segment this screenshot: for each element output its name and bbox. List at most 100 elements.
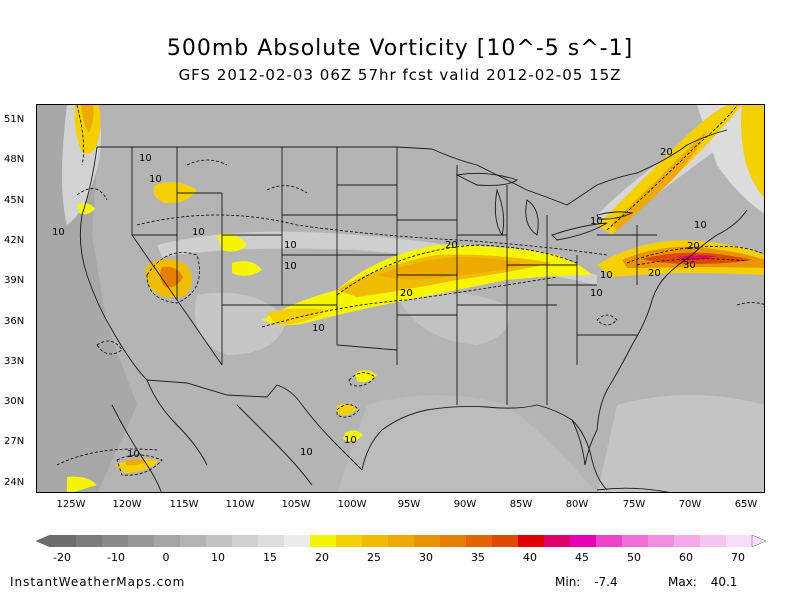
contour-label: 10 [344, 435, 357, 446]
lon-label-110w: 110W [225, 499, 255, 510]
contour-label: 10 [590, 216, 603, 227]
colorbar-label: 50 [627, 551, 641, 564]
vorticity-band-oklahoma [267, 308, 327, 325]
colorbar-cell [50, 535, 76, 547]
colorbar-label: 10 [211, 551, 225, 564]
contour-label: 10 [127, 449, 140, 460]
vorticity-max-baja-core [125, 459, 147, 466]
vorticity-max-colorado [232, 261, 262, 276]
max-readout: Max: 40.1 [668, 575, 737, 589]
lon-label-65w: 65W [734, 499, 758, 510]
contour-label: 10 [312, 323, 325, 334]
colorbar-cell [388, 535, 414, 547]
colorbar-cell [258, 535, 284, 547]
colorbar-cell [674, 535, 700, 547]
colorbar-left-arrow [32, 534, 38, 541]
colorbar-cell [726, 535, 752, 547]
vorticity-max-utah [217, 233, 247, 252]
lon-label-125w: 125W [56, 499, 86, 510]
colorbar-cell [180, 535, 206, 547]
vorticity-max-pacific-south [67, 476, 97, 492]
colorbar-cell [206, 535, 232, 547]
colorbar-cell [622, 535, 648, 547]
colorbar-right-arrow [751, 534, 767, 548]
colorbar-cell [492, 535, 518, 547]
contour-label: 10 [149, 174, 162, 185]
contour-label: 10 [694, 220, 707, 231]
contour-label: 10 [192, 227, 205, 238]
max-label: Max: [668, 575, 697, 589]
contour-lines [56, 105, 764, 476]
lat-label-48n: 48N [4, 154, 25, 165]
colorbar-cell [648, 535, 674, 547]
colorbar-left-arrow [35, 534, 51, 548]
vorticity-map-canvas: 10 10 10 10 10 10 10 10 10 10 10 10 10 1… [37, 105, 764, 492]
contour-label: 10 [284, 240, 297, 251]
shade-region-pacific [37, 105, 137, 492]
vorticity-band-central-plains-core [377, 257, 527, 280]
colorbar-cells [35, 534, 767, 548]
colorbar-label: 35 [471, 551, 485, 564]
lon-label-100w: 100W [337, 499, 367, 510]
lon-label-105w: 105W [281, 499, 311, 510]
vorticity-max-mexico [343, 430, 363, 442]
vorticity-max-pacific-northwest-core [81, 105, 94, 133]
vorticity-max-oregon [77, 203, 95, 215]
colorbar-cell [76, 535, 102, 547]
colorbar-label: -20 [53, 551, 71, 564]
lon-label-70w: 70W [678, 499, 702, 510]
min-readout: Min: -7.4 [555, 575, 618, 589]
colorbar-label: 0 [162, 551, 170, 564]
lon-label-120w: 120W [112, 499, 142, 510]
contour-label: 20 [648, 268, 661, 279]
contour-label: 10 [139, 153, 152, 164]
contour-label: 20 [687, 241, 700, 252]
lat-label-24n: 24N [4, 477, 25, 488]
colorbar-label: 20 [315, 551, 329, 564]
lon-label-90w: 90W [453, 499, 477, 510]
lat-label-33n: 33N [4, 356, 25, 367]
contour-label: 10 [300, 447, 313, 458]
colorbar-label: 15 [263, 551, 277, 564]
colorbar-cell [102, 535, 128, 547]
min-value: -7.4 [594, 575, 618, 589]
colorbar-cell [414, 535, 440, 547]
colorbar-label: 70 [731, 551, 745, 564]
lat-label-30n: 30N [4, 396, 25, 407]
light-band-plains [157, 231, 597, 285]
colorbar-label: 40 [523, 551, 537, 564]
colorbar-cell [596, 535, 622, 547]
lat-label-42n: 42N [4, 235, 25, 246]
lon-label-115w: 115W [169, 499, 199, 510]
colorbar-cell [154, 535, 180, 547]
colorbar-cell [310, 535, 336, 547]
map-subtitle: GFS 2012-02-03 06Z 57hr fcst valid 2012-… [178, 66, 622, 84]
colorbar-label: 25 [367, 551, 381, 564]
contour-label: 20 [445, 240, 458, 251]
shade-region-gulf [337, 395, 596, 492]
shade-region-arizona [195, 292, 287, 355]
map-title: 500mb Absolute Vorticity [10^-5 s^-1] [166, 36, 634, 61]
vorticity-map: 10 10 10 10 10 10 10 10 10 10 10 10 10 1… [36, 104, 765, 493]
lon-label-85w: 85W [509, 499, 533, 510]
lat-label-51n: 51N [4, 114, 25, 125]
colorbar-cell [336, 535, 362, 547]
contour-label: 20 [400, 288, 413, 299]
lon-label-75w: 75W [622, 499, 646, 510]
lon-label-80w: 80W [565, 499, 589, 510]
max-value: 40.1 [710, 575, 738, 589]
contour-label: 10 [600, 270, 613, 281]
colorbar-cell [518, 535, 544, 547]
colorbar [32, 534, 767, 548]
colorbar-cell [700, 535, 726, 547]
vorticity-band-new-england-core [612, 130, 707, 231]
colorbar-label: 30 [419, 551, 433, 564]
lat-label-39n: 39N [4, 275, 25, 286]
colorbar-label: -10 [107, 551, 125, 564]
vorticity-max-idaho [153, 181, 197, 204]
contour-label: 30 [683, 260, 696, 271]
colorbar-cell [232, 535, 258, 547]
colorbar-label: 45 [575, 551, 589, 564]
colorbar-cell [284, 535, 310, 547]
colorbar-cell [544, 535, 570, 547]
